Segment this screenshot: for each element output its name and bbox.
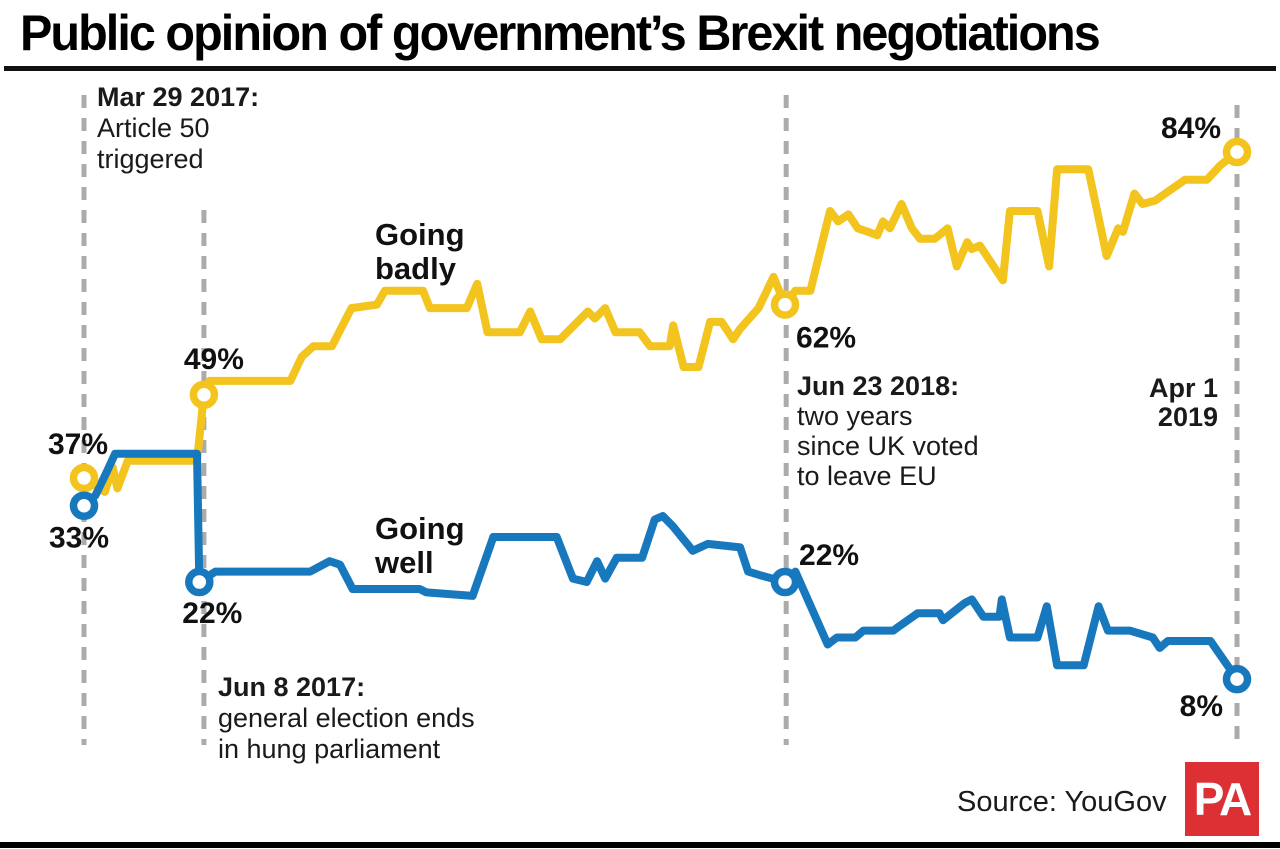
source-credit: Source: YouGov: [957, 786, 1167, 818]
title-rule: [4, 66, 1276, 71]
annotation-general-election: Jun 8 2017: general election ends in hun…: [218, 672, 475, 765]
annotation-date: Jun 8 2017:: [218, 672, 366, 702]
annotation-two-years: Jun 23 2018: two years since UK voted to…: [797, 371, 979, 491]
annotation-text-line: to leave EU: [797, 461, 937, 491]
annotation-text-line: in hung parliament: [218, 734, 441, 764]
annotation-date: Jun 23 2018:: [797, 371, 960, 401]
well-marker: [770, 567, 800, 597]
badly-marker: [1222, 137, 1252, 167]
value-label: 22%: [182, 597, 242, 630]
well-marker: [1222, 664, 1252, 694]
well-marker: [185, 567, 214, 597]
value-label: 84%: [1161, 112, 1221, 145]
value-label: 22%: [799, 539, 859, 572]
annotation-date: Mar 29 2017:: [97, 82, 260, 112]
annotation-text-line: since UK voted: [797, 431, 979, 461]
badly-line: [81, 148, 1240, 496]
value-label: 33%: [49, 522, 109, 555]
badly-marker: [189, 380, 219, 410]
value-label: 62%: [796, 322, 856, 355]
series-label-going-badly: Going badly: [375, 217, 465, 286]
series-label-going-well: Going well: [375, 511, 465, 580]
annotation-text-line: triggered: [97, 144, 204, 174]
badly-marker: [69, 463, 99, 493]
value-label: 37%: [48, 428, 108, 461]
annotation-article-50: Mar 29 2017: Article 50 triggered: [97, 82, 259, 175]
well-marker: [69, 491, 99, 520]
bottom-bar: [0, 842, 1280, 848]
annotation-date: 2019: [1157, 402, 1218, 432]
annotation-apr-2019: Apr 1 2019: [1149, 374, 1218, 432]
value-label: 49%: [184, 343, 244, 376]
value-label: 8%: [1180, 690, 1223, 723]
annotation-text-line: two years: [797, 401, 913, 431]
annotation-date: Apr 1: [1148, 373, 1218, 403]
pa-logo: PA: [1185, 762, 1259, 836]
page-title: Public opinion of government’s Brexit ne…: [20, 5, 1101, 61]
annotation-text-line: Article 50: [97, 113, 210, 143]
badly-marker: [770, 290, 800, 319]
well-line: [81, 449, 1241, 682]
annotation-text-line: general election ends: [218, 703, 475, 733]
